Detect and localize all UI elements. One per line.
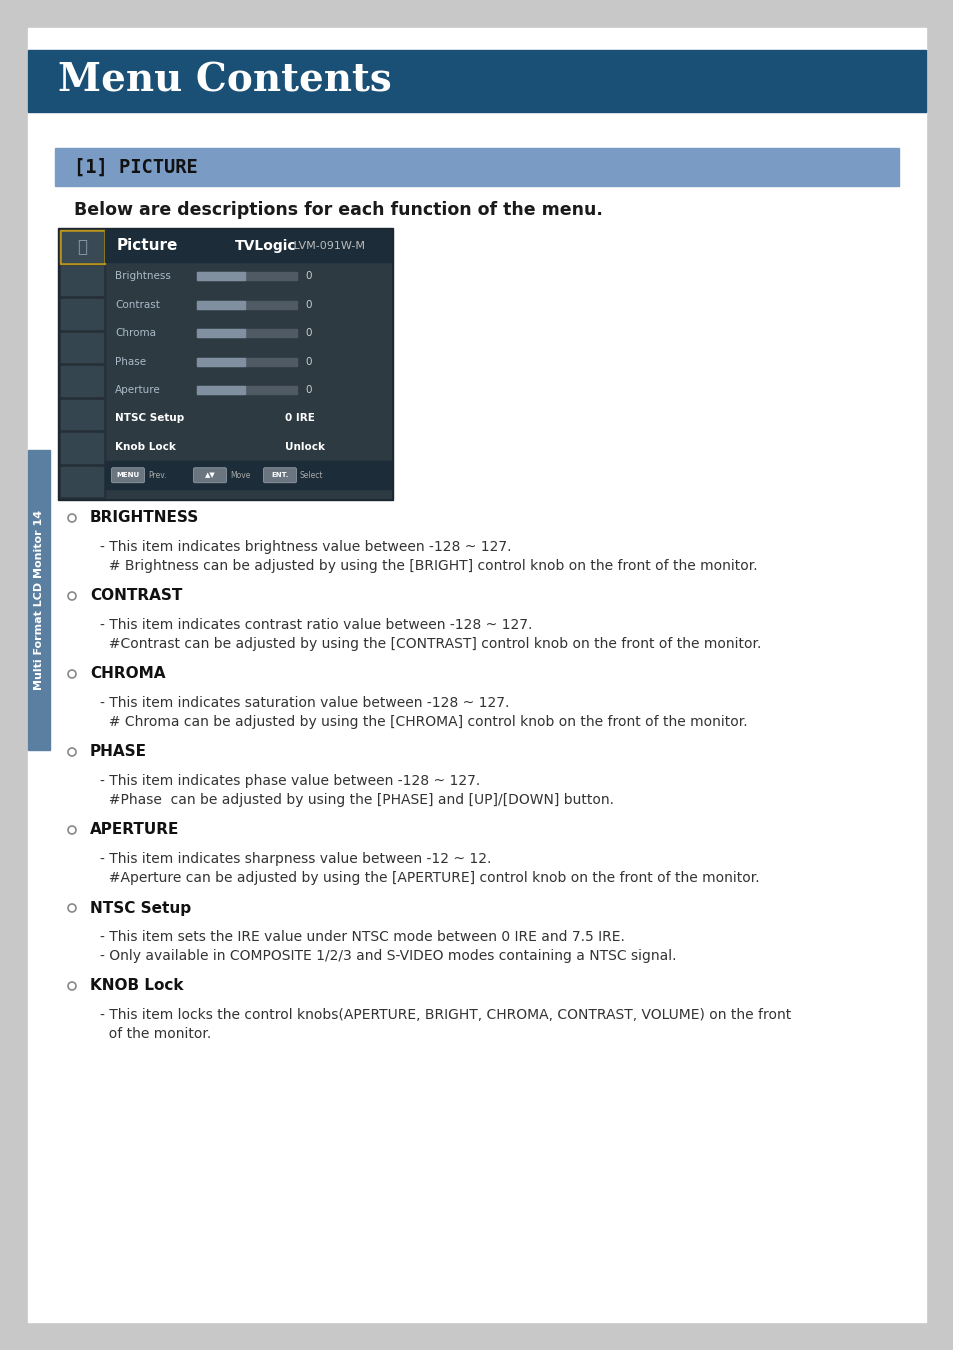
Text: Brightness: Brightness xyxy=(115,271,171,281)
Text: MENU: MENU xyxy=(116,472,139,478)
Text: PHASE: PHASE xyxy=(90,744,147,760)
Text: ENT.: ENT. xyxy=(271,472,289,478)
Text: Knob Lock: Knob Lock xyxy=(115,441,175,452)
Text: #Phase  can be adjusted by using the [PHASE] and [UP]/[DOWN] button.: #Phase can be adjusted by using the [PHA… xyxy=(100,792,614,807)
Bar xyxy=(61,400,103,429)
Text: 0: 0 xyxy=(305,356,312,366)
Text: Unlock: Unlock xyxy=(285,441,325,452)
Text: BRIGHTNESS: BRIGHTNESS xyxy=(90,510,199,525)
Bar xyxy=(62,232,103,262)
Text: KNOB Lock: KNOB Lock xyxy=(90,979,183,994)
Text: Phase: Phase xyxy=(115,356,146,366)
Bar xyxy=(105,230,391,262)
Bar xyxy=(61,266,103,296)
Text: Prev.: Prev. xyxy=(148,471,167,479)
Bar xyxy=(196,301,296,309)
Bar xyxy=(196,273,245,281)
Bar xyxy=(55,148,898,186)
FancyBboxPatch shape xyxy=(193,467,226,483)
Bar xyxy=(60,230,391,498)
Bar xyxy=(196,301,245,309)
Text: Select: Select xyxy=(299,471,323,479)
Text: 🖥: 🖥 xyxy=(77,238,88,255)
Bar xyxy=(61,298,103,328)
Circle shape xyxy=(68,826,76,834)
Circle shape xyxy=(68,981,76,990)
Bar xyxy=(105,462,391,490)
Bar xyxy=(28,50,925,112)
Text: - Only available in COMPOSITE 1/2/3 and S-VIDEO modes containing a NTSC signal.: - Only available in COMPOSITE 1/2/3 and … xyxy=(100,949,676,963)
Circle shape xyxy=(68,748,76,756)
Text: APERTURE: APERTURE xyxy=(90,822,179,837)
Circle shape xyxy=(68,904,76,913)
Text: #Aperture can be adjusted by using the [APERTURE] control knob on the front of t: #Aperture can be adjusted by using the [… xyxy=(100,871,759,886)
Text: - This item sets the IRE value under NTSC mode between 0 IRE and 7.5 IRE.: - This item sets the IRE value under NTS… xyxy=(100,930,624,944)
Text: Picture: Picture xyxy=(117,239,178,254)
Text: Move: Move xyxy=(230,471,250,479)
Text: # Chroma can be adjusted by using the [CHROMA] control knob on the front of the : # Chroma can be adjusted by using the [C… xyxy=(100,716,747,729)
Text: [1] PICTURE: [1] PICTURE xyxy=(74,158,197,177)
Text: TVLogic: TVLogic xyxy=(234,239,296,252)
Bar xyxy=(196,358,296,366)
Bar xyxy=(196,386,296,394)
Text: # Brightness can be adjusted by using the [BRIGHT] control knob on the front of : # Brightness can be adjusted by using th… xyxy=(100,559,757,572)
Bar xyxy=(196,329,296,338)
Bar xyxy=(61,467,103,495)
Text: #Contrast can be adjusted by using the [CONTRAST] control knob on the front of t: #Contrast can be adjusted by using the [… xyxy=(100,637,760,651)
Text: 0: 0 xyxy=(305,328,312,338)
Bar xyxy=(60,230,105,263)
Text: Multi Format LCD Monitor 14: Multi Format LCD Monitor 14 xyxy=(34,510,44,690)
Text: Below are descriptions for each function of the menu.: Below are descriptions for each function… xyxy=(74,201,602,219)
Text: - This item indicates sharpness value between -12 ~ 12.: - This item indicates sharpness value be… xyxy=(100,852,491,865)
Bar xyxy=(196,273,296,281)
Text: NTSC Setup: NTSC Setup xyxy=(90,900,191,915)
Text: 0: 0 xyxy=(305,385,312,396)
Bar xyxy=(196,329,245,338)
Bar xyxy=(61,366,103,396)
Text: Menu Contents: Menu Contents xyxy=(58,62,392,100)
Circle shape xyxy=(68,670,76,678)
Bar xyxy=(28,450,50,751)
Text: - This item indicates contrast ratio value between -128 ~ 127.: - This item indicates contrast ratio val… xyxy=(100,618,532,632)
Text: - This item indicates saturation value between -128 ~ 127.: - This item indicates saturation value b… xyxy=(100,697,509,710)
Text: 0: 0 xyxy=(305,271,312,281)
Text: ▲▼: ▲▼ xyxy=(204,472,215,478)
Bar xyxy=(61,433,103,463)
Text: - This item indicates phase value between -128 ~ 127.: - This item indicates phase value betwee… xyxy=(100,774,479,788)
FancyBboxPatch shape xyxy=(112,467,144,483)
Text: LVM-091W-M: LVM-091W-M xyxy=(290,242,365,251)
Bar xyxy=(196,386,245,394)
Bar xyxy=(196,358,245,366)
Text: 0: 0 xyxy=(305,300,312,309)
Circle shape xyxy=(68,593,76,599)
Text: - This item indicates brightness value between -128 ~ 127.: - This item indicates brightness value b… xyxy=(100,540,511,553)
Text: Chroma: Chroma xyxy=(115,328,156,338)
Text: Aperture: Aperture xyxy=(115,385,161,396)
Text: 0 IRE: 0 IRE xyxy=(285,413,314,424)
Bar xyxy=(60,230,105,498)
Text: - This item locks the control knobs(APERTURE, BRIGHT, CHROMA, CONTRAST, VOLUME) : - This item locks the control knobs(APER… xyxy=(100,1008,790,1022)
Bar xyxy=(58,228,393,500)
Text: CONTRAST: CONTRAST xyxy=(90,589,182,603)
Text: NTSC Setup: NTSC Setup xyxy=(115,413,184,424)
Text: Contrast: Contrast xyxy=(115,300,160,309)
Circle shape xyxy=(68,514,76,522)
Text: of the monitor.: of the monitor. xyxy=(100,1027,211,1041)
FancyBboxPatch shape xyxy=(263,467,296,483)
Text: CHROMA: CHROMA xyxy=(90,667,165,682)
Bar xyxy=(61,332,103,362)
